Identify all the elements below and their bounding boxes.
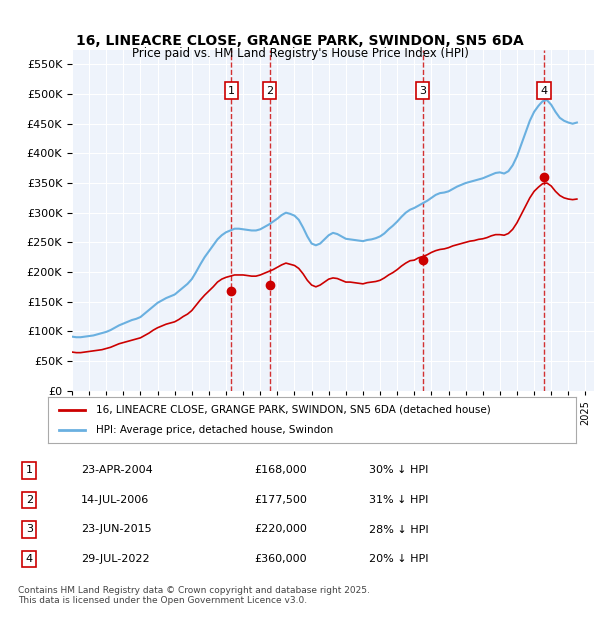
Text: £177,500: £177,500	[254, 495, 307, 505]
Text: HPI: Average price, detached house, Swindon: HPI: Average price, detached house, Swin…	[95, 425, 333, 435]
Text: 31% ↓ HPI: 31% ↓ HPI	[369, 495, 428, 505]
Text: £360,000: £360,000	[254, 554, 307, 564]
Text: £168,000: £168,000	[254, 465, 307, 476]
Text: 3: 3	[419, 86, 426, 95]
Text: 28% ↓ HPI: 28% ↓ HPI	[369, 525, 429, 534]
Text: Price paid vs. HM Land Registry's House Price Index (HPI): Price paid vs. HM Land Registry's House …	[131, 46, 469, 60]
Text: 2: 2	[266, 86, 273, 95]
Text: 20% ↓ HPI: 20% ↓ HPI	[369, 554, 428, 564]
Text: 14-JUL-2006: 14-JUL-2006	[81, 495, 149, 505]
Text: 16, LINEACRE CLOSE, GRANGE PARK, SWINDON, SN5 6DA: 16, LINEACRE CLOSE, GRANGE PARK, SWINDON…	[76, 34, 524, 48]
Text: 2: 2	[26, 495, 33, 505]
Text: 4: 4	[541, 86, 548, 95]
Text: Contains HM Land Registry data © Crown copyright and database right 2025.
This d: Contains HM Land Registry data © Crown c…	[18, 586, 370, 605]
Text: £220,000: £220,000	[254, 525, 307, 534]
Text: 1: 1	[228, 86, 235, 95]
Text: 23-APR-2004: 23-APR-2004	[81, 465, 153, 476]
Text: 1: 1	[26, 465, 33, 476]
Text: 23-JUN-2015: 23-JUN-2015	[81, 525, 152, 534]
Text: 16, LINEACRE CLOSE, GRANGE PARK, SWINDON, SN5 6DA (detached house): 16, LINEACRE CLOSE, GRANGE PARK, SWINDON…	[95, 405, 490, 415]
Text: 4: 4	[26, 554, 33, 564]
Text: 29-JUL-2022: 29-JUL-2022	[81, 554, 150, 564]
Text: 3: 3	[26, 525, 33, 534]
Text: 30% ↓ HPI: 30% ↓ HPI	[369, 465, 428, 476]
